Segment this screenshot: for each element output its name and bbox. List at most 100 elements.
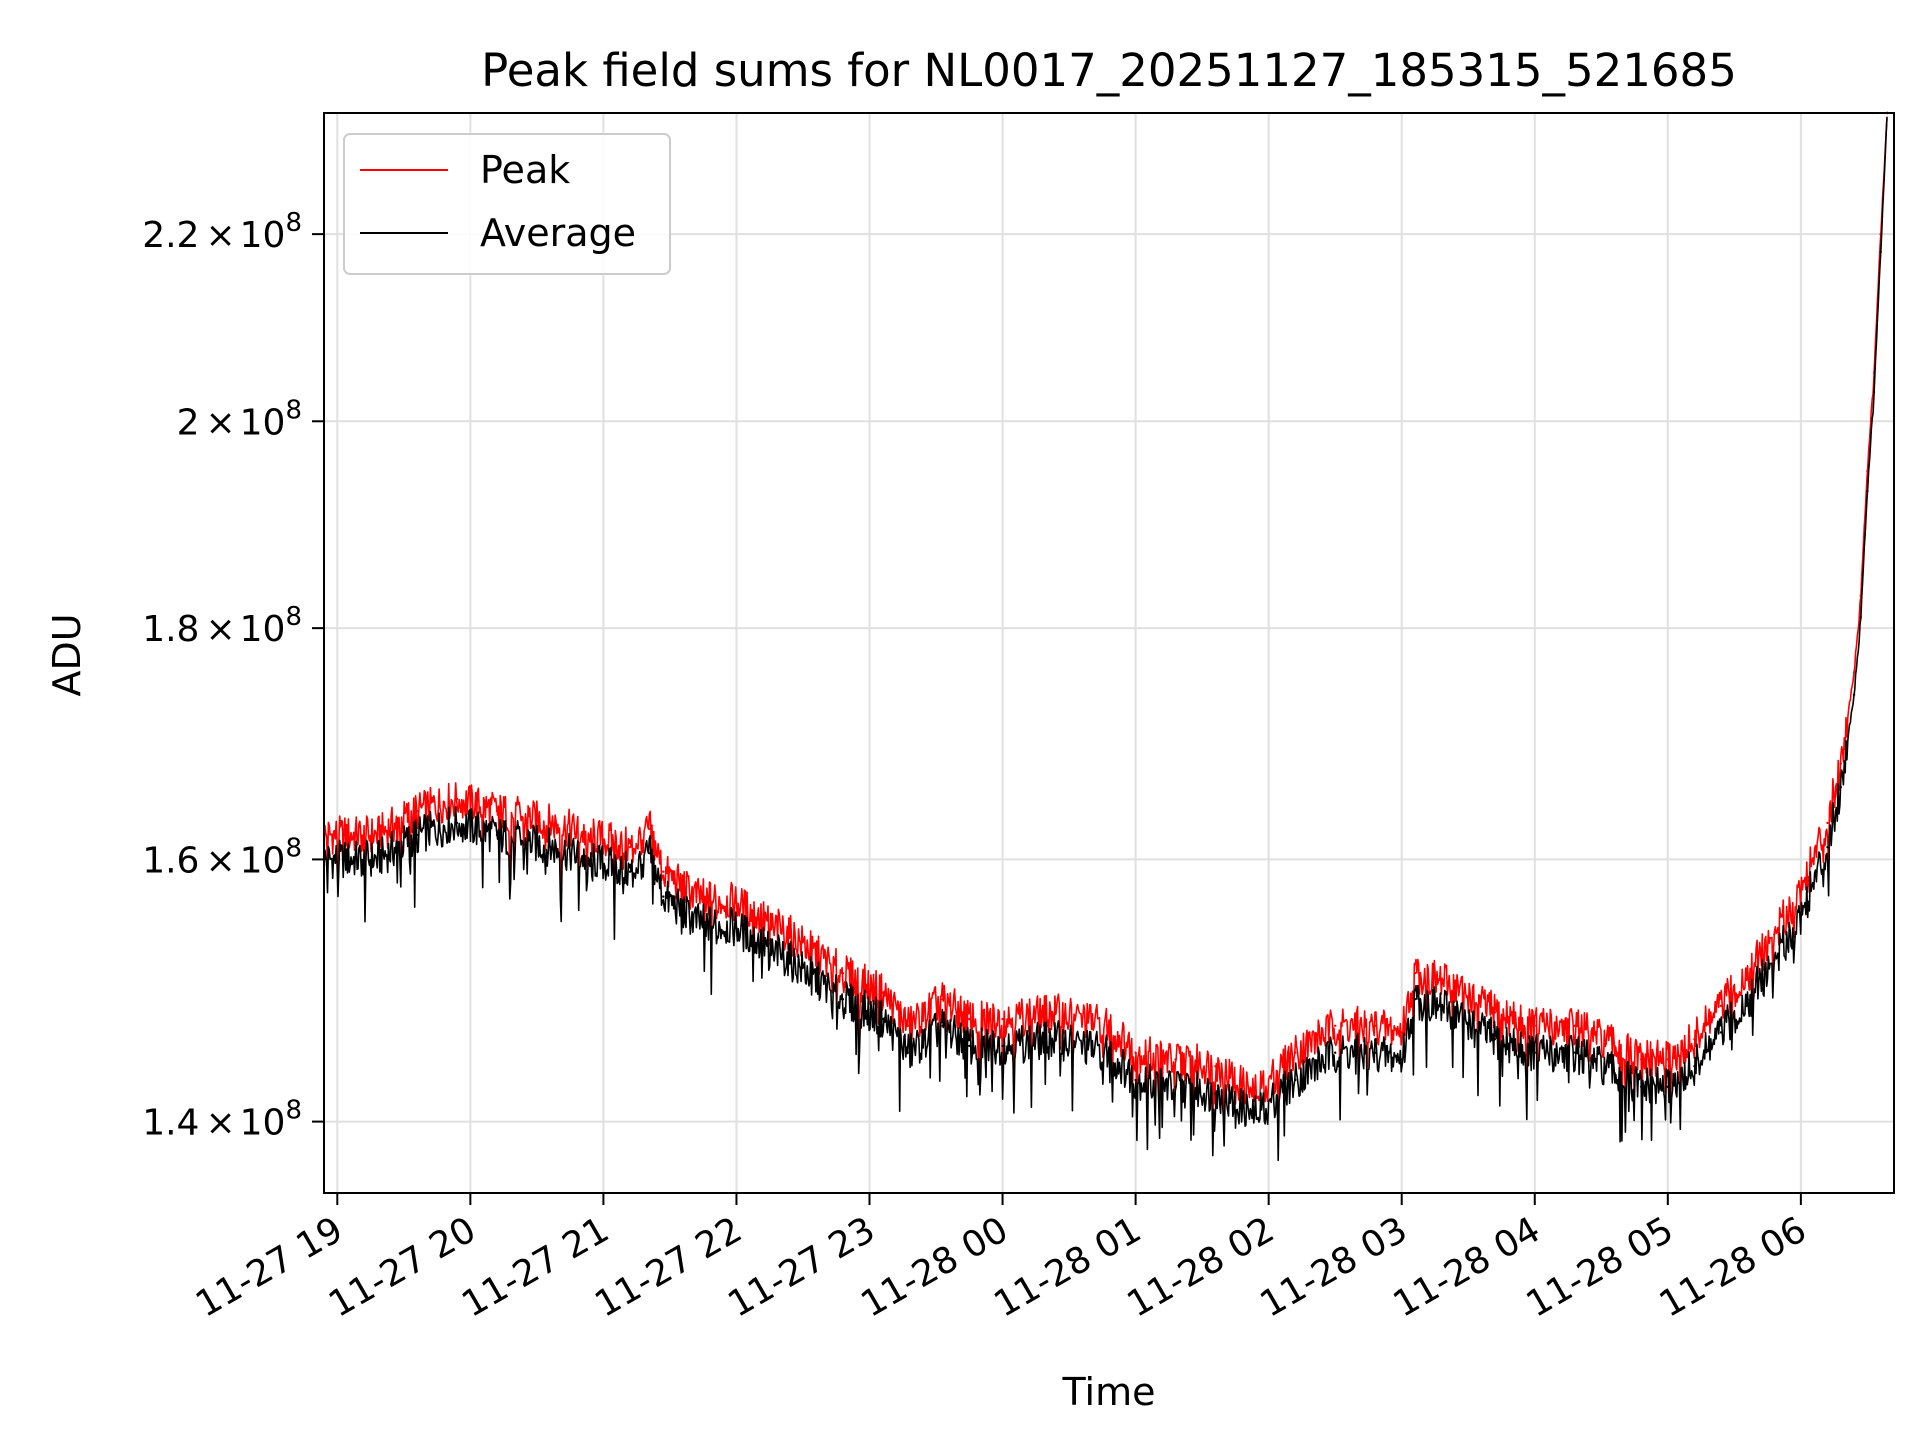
- data-point-peak: [1693, 1037, 1696, 1041]
- y-tick-base: 10: [240, 609, 286, 650]
- data-point-average: [495, 833, 499, 837]
- data-point-peak: [1333, 1024, 1337, 1027]
- data-point-average: [1413, 998, 1417, 1001]
- data-point-average: [1373, 1051, 1377, 1054]
- data-point-average: [1294, 1078, 1297, 1082]
- data-point-peak: [1746, 971, 1749, 975]
- data-point-average: [1613, 1071, 1616, 1075]
- data-point-peak: [1373, 1024, 1377, 1027]
- data-point-average: [415, 833, 419, 837]
- data-point-average: [1453, 1011, 1457, 1014]
- data-point-peak: [1719, 1004, 1723, 1008]
- y-tick-base: 10: [240, 402, 286, 443]
- y-tick-base: 10: [240, 840, 286, 881]
- grid: [324, 113, 1894, 1193]
- y-tick-exponent: 8: [285, 208, 302, 238]
- data-point-peak: [881, 991, 885, 994]
- data-point-average: [908, 1051, 911, 1054]
- data-point-peak: [788, 933, 791, 936]
- data-point-peak: [735, 901, 738, 905]
- data-point-average: [1872, 390, 1876, 394]
- data-point-peak: [1573, 1024, 1576, 1027]
- series-line-peak: [324, 116, 1888, 1137]
- y-axis-label: ADU: [45, 613, 89, 696]
- data-point-peak: [1493, 1011, 1497, 1014]
- data-point-average: [1333, 1051, 1337, 1054]
- data-point-average: [548, 845, 552, 849]
- data-point-average: [1573, 1051, 1576, 1054]
- data-point-average: [1799, 914, 1803, 917]
- data-point-average: [1107, 1051, 1111, 1054]
- data-point-average: [1693, 1065, 1696, 1068]
- data-point-average: [1826, 845, 1829, 849]
- y-tick-mantissa: 1.8: [142, 609, 199, 650]
- data-point-average: [1719, 1031, 1723, 1034]
- data-point-average: [1400, 1058, 1403, 1061]
- data-point-peak: [548, 821, 552, 825]
- series-line-average: [324, 117, 1888, 1162]
- data-point-peak: [1640, 1058, 1643, 1061]
- y-tick-exponent: 8: [285, 395, 302, 425]
- data-point-average: [788, 958, 791, 962]
- data-point-peak: [1852, 671, 1856, 674]
- data-point-peak: [628, 845, 632, 849]
- data-point-peak: [1054, 1011, 1057, 1014]
- data-point-peak: [1453, 984, 1457, 988]
- y-tick-mantissa: 2: [177, 402, 200, 443]
- data-point-average: [1839, 785, 1842, 789]
- data-point-average: [628, 870, 632, 873]
- y-tick-times: ×: [205, 1103, 235, 1144]
- data-point-average: [941, 1024, 944, 1027]
- y-tick-label: 1.6 × 108: [142, 833, 302, 881]
- y-tick-times: ×: [205, 215, 235, 256]
- data-point-peak: [941, 998, 944, 1001]
- data-point-average: [1746, 998, 1749, 1001]
- y-tick-mantissa: 2.2: [142, 215, 199, 256]
- data-point-peak: [415, 809, 419, 813]
- data-point-peak: [1533, 1024, 1536, 1027]
- legend-label-average: Average: [480, 211, 636, 255]
- y-tick-label: 2.2 × 108: [142, 208, 302, 256]
- data-point-average: [881, 1017, 885, 1021]
- y-tick-mantissa: 1.6: [142, 840, 199, 881]
- y-tick-times: ×: [205, 402, 235, 443]
- data-point-average: [1214, 1092, 1217, 1095]
- data-point-peak: [1799, 889, 1803, 892]
- series-layer: [322, 111, 1889, 1162]
- data-point-average: [662, 895, 665, 898]
- data-point-average: [1254, 1113, 1257, 1116]
- data-point-peak: [376, 833, 379, 837]
- x-axis-label: Time: [1062, 1370, 1156, 1414]
- data-point-average: [1859, 616, 1862, 619]
- data-point-peak: [662, 870, 665, 873]
- y-tick-label: 1.4 × 108: [142, 1096, 302, 1144]
- data-point-average: [1640, 1085, 1643, 1089]
- data-point-average: [1666, 1085, 1670, 1089]
- data-point-average: [841, 998, 845, 1001]
- data-point-average: [1852, 693, 1856, 696]
- y-tick-times: ×: [205, 840, 235, 881]
- data-point-peak: [1294, 1051, 1297, 1054]
- data-point-peak: [1826, 821, 1829, 825]
- data-point-average: [695, 920, 698, 923]
- legend: Peak Average: [343, 133, 671, 275]
- data-point-average: [1533, 1051, 1536, 1054]
- y-tick-exponent: 8: [285, 1096, 302, 1126]
- data-point-peak: [1400, 1031, 1403, 1034]
- data-point-peak: [841, 971, 845, 975]
- data-point-average: [1054, 1037, 1057, 1041]
- data-point-peak: [1413, 971, 1417, 975]
- data-point-average: [1001, 1044, 1004, 1048]
- data-point-average: [455, 821, 459, 825]
- data-point-peak: [1107, 1024, 1111, 1027]
- data-point-peak: [1174, 1058, 1177, 1061]
- data-point-peak: [1613, 1044, 1616, 1048]
- data-point-average: [1773, 958, 1776, 962]
- data-point-average: [588, 858, 592, 861]
- y-tick-label: 1.8 × 108: [142, 602, 302, 650]
- data-point-peak: [1134, 1051, 1137, 1054]
